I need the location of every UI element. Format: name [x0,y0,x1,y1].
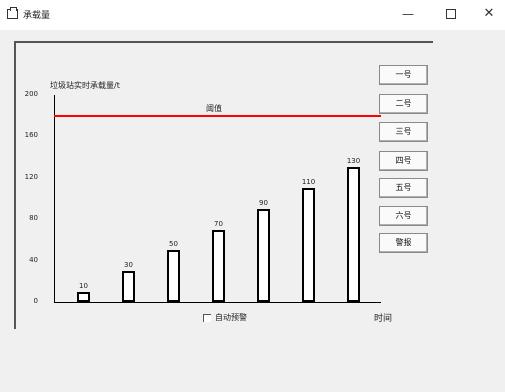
checkbox-box[interactable] [203,313,211,322]
x-axis-line [54,302,381,303]
x-axis-label: 时间 [374,314,393,324]
bar [257,208,270,302]
y-axis-label: 垃圾站实时承载量/t [50,81,120,90]
maximize-button[interactable] [437,4,465,24]
auto-alarm-label: 自动预警 [215,313,247,322]
title-bar: 承载量 — ✕ [0,0,505,30]
plot-frame [14,41,433,329]
y-tick-label: 40 [29,255,38,264]
bar [77,291,90,302]
alarm-button[interactable]: 警报 [379,233,428,253]
button-no-5[interactable]: 五号 [379,178,428,198]
y-axis-line [54,95,55,302]
bar [167,250,180,302]
threshold-label: 阈值 [206,104,222,113]
button-no-6[interactable]: 六号 [379,206,428,226]
y-tick-label: 200 [24,90,38,98]
bar-value-label: 130 [346,157,361,166]
auto-alarm-checkbox[interactable]: 自动预警 [203,312,247,323]
bar-value-label: 90 [259,198,268,207]
bar [302,188,315,302]
maximize-icon [446,8,456,19]
minimize-button[interactable]: — [402,7,414,21]
bar-value-label: 70 [214,219,223,228]
bar-value-label: 110 [301,178,316,187]
button-no-1[interactable]: 一号 [379,65,428,85]
button-no-4[interactable]: 四号 [379,151,428,171]
close-button[interactable]: ✕ [483,6,495,21]
button-no-2[interactable]: 二号 [379,94,428,114]
bar-value-label: 50 [169,240,178,249]
y-tick-label: 0 [33,297,38,305]
threshold-line [54,114,381,117]
bar-value-label: 10 [79,281,88,290]
window-title: 承载量 [23,11,51,21]
button-no-3[interactable]: 三号 [379,122,428,142]
y-tick-label: 80 [29,214,38,223]
bar [212,229,225,302]
bar [347,167,360,302]
bar-value-label: 30 [124,260,133,269]
y-tick-label: 120 [24,172,38,181]
y-tick-label: 160 [24,131,38,140]
app-window-icon [7,7,18,19]
bar [122,270,135,302]
